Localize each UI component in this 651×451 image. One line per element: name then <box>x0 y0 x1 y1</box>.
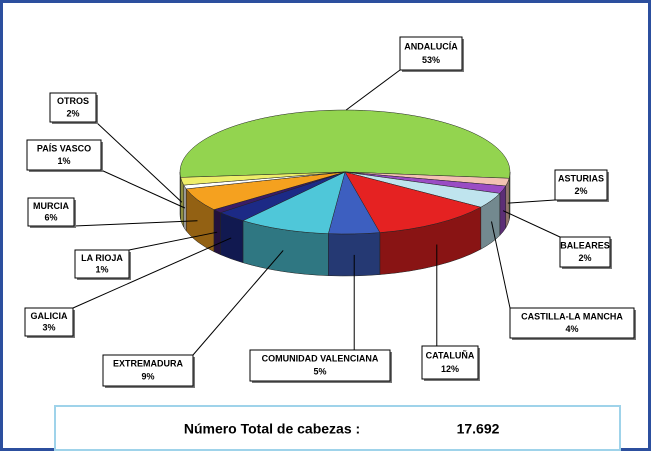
label-name: EXTREMADURA <box>113 359 184 369</box>
leader-line <box>192 250 284 356</box>
label-box <box>559 236 611 268</box>
leader-line <box>95 121 183 203</box>
label-value: 2% <box>578 253 591 263</box>
label-name: CASTILLA-LA MANCHA <box>521 311 623 321</box>
leader-line <box>72 237 232 309</box>
label-value: 3% <box>42 323 55 333</box>
label-box <box>249 349 391 382</box>
label-name: GALICIA <box>31 311 68 321</box>
slice <box>179 109 511 179</box>
total-value: 17.692 <box>457 421 500 437</box>
label-name: CATALUÑA <box>426 350 475 360</box>
label-box <box>399 36 463 71</box>
leader-line <box>491 221 511 309</box>
label-name: ANDALUCÍA <box>404 41 458 51</box>
label-box <box>509 307 635 339</box>
leader-line <box>128 231 218 251</box>
slice-side <box>180 177 184 229</box>
label-value: 2% <box>574 186 587 196</box>
leader-line <box>345 69 401 111</box>
slice <box>344 171 482 233</box>
label-name: OTROS <box>57 96 89 106</box>
label-box <box>421 345 479 380</box>
slice-side <box>220 212 244 264</box>
leader-line <box>507 199 556 204</box>
label-name: BALEARES <box>560 240 610 250</box>
label-name: COMUNIDAD VALENCIANA <box>262 354 379 364</box>
label-value: 53% <box>422 55 440 65</box>
label-value: 1% <box>57 156 70 166</box>
slice-side <box>499 185 507 237</box>
label-name: ASTURIAS <box>558 173 604 183</box>
label-box <box>49 92 97 123</box>
label-box <box>102 354 194 387</box>
label-name: PAÍS VASCO <box>37 143 91 153</box>
label-value: 6% <box>44 213 57 223</box>
label-box <box>554 169 608 201</box>
leader-line <box>502 210 561 238</box>
label-name: MURCIA <box>33 201 69 211</box>
slice <box>242 171 346 234</box>
total-box <box>54 405 621 451</box>
label-name: LA RIOJA <box>81 253 123 263</box>
label-value: 2% <box>66 108 79 118</box>
label-box <box>74 249 130 279</box>
slice <box>180 171 346 186</box>
label-value: 9% <box>141 372 154 382</box>
label-value: 5% <box>313 367 326 377</box>
leader-line <box>100 169 186 209</box>
label-box <box>27 197 75 227</box>
total-label: Número Total de cabezas : <box>184 421 360 437</box>
label-value: 1% <box>95 265 108 275</box>
label-value: 4% <box>565 324 578 334</box>
leader-line <box>73 220 198 227</box>
label-box <box>26 139 102 171</box>
label-box <box>24 307 74 337</box>
label-value: 12% <box>441 364 459 374</box>
